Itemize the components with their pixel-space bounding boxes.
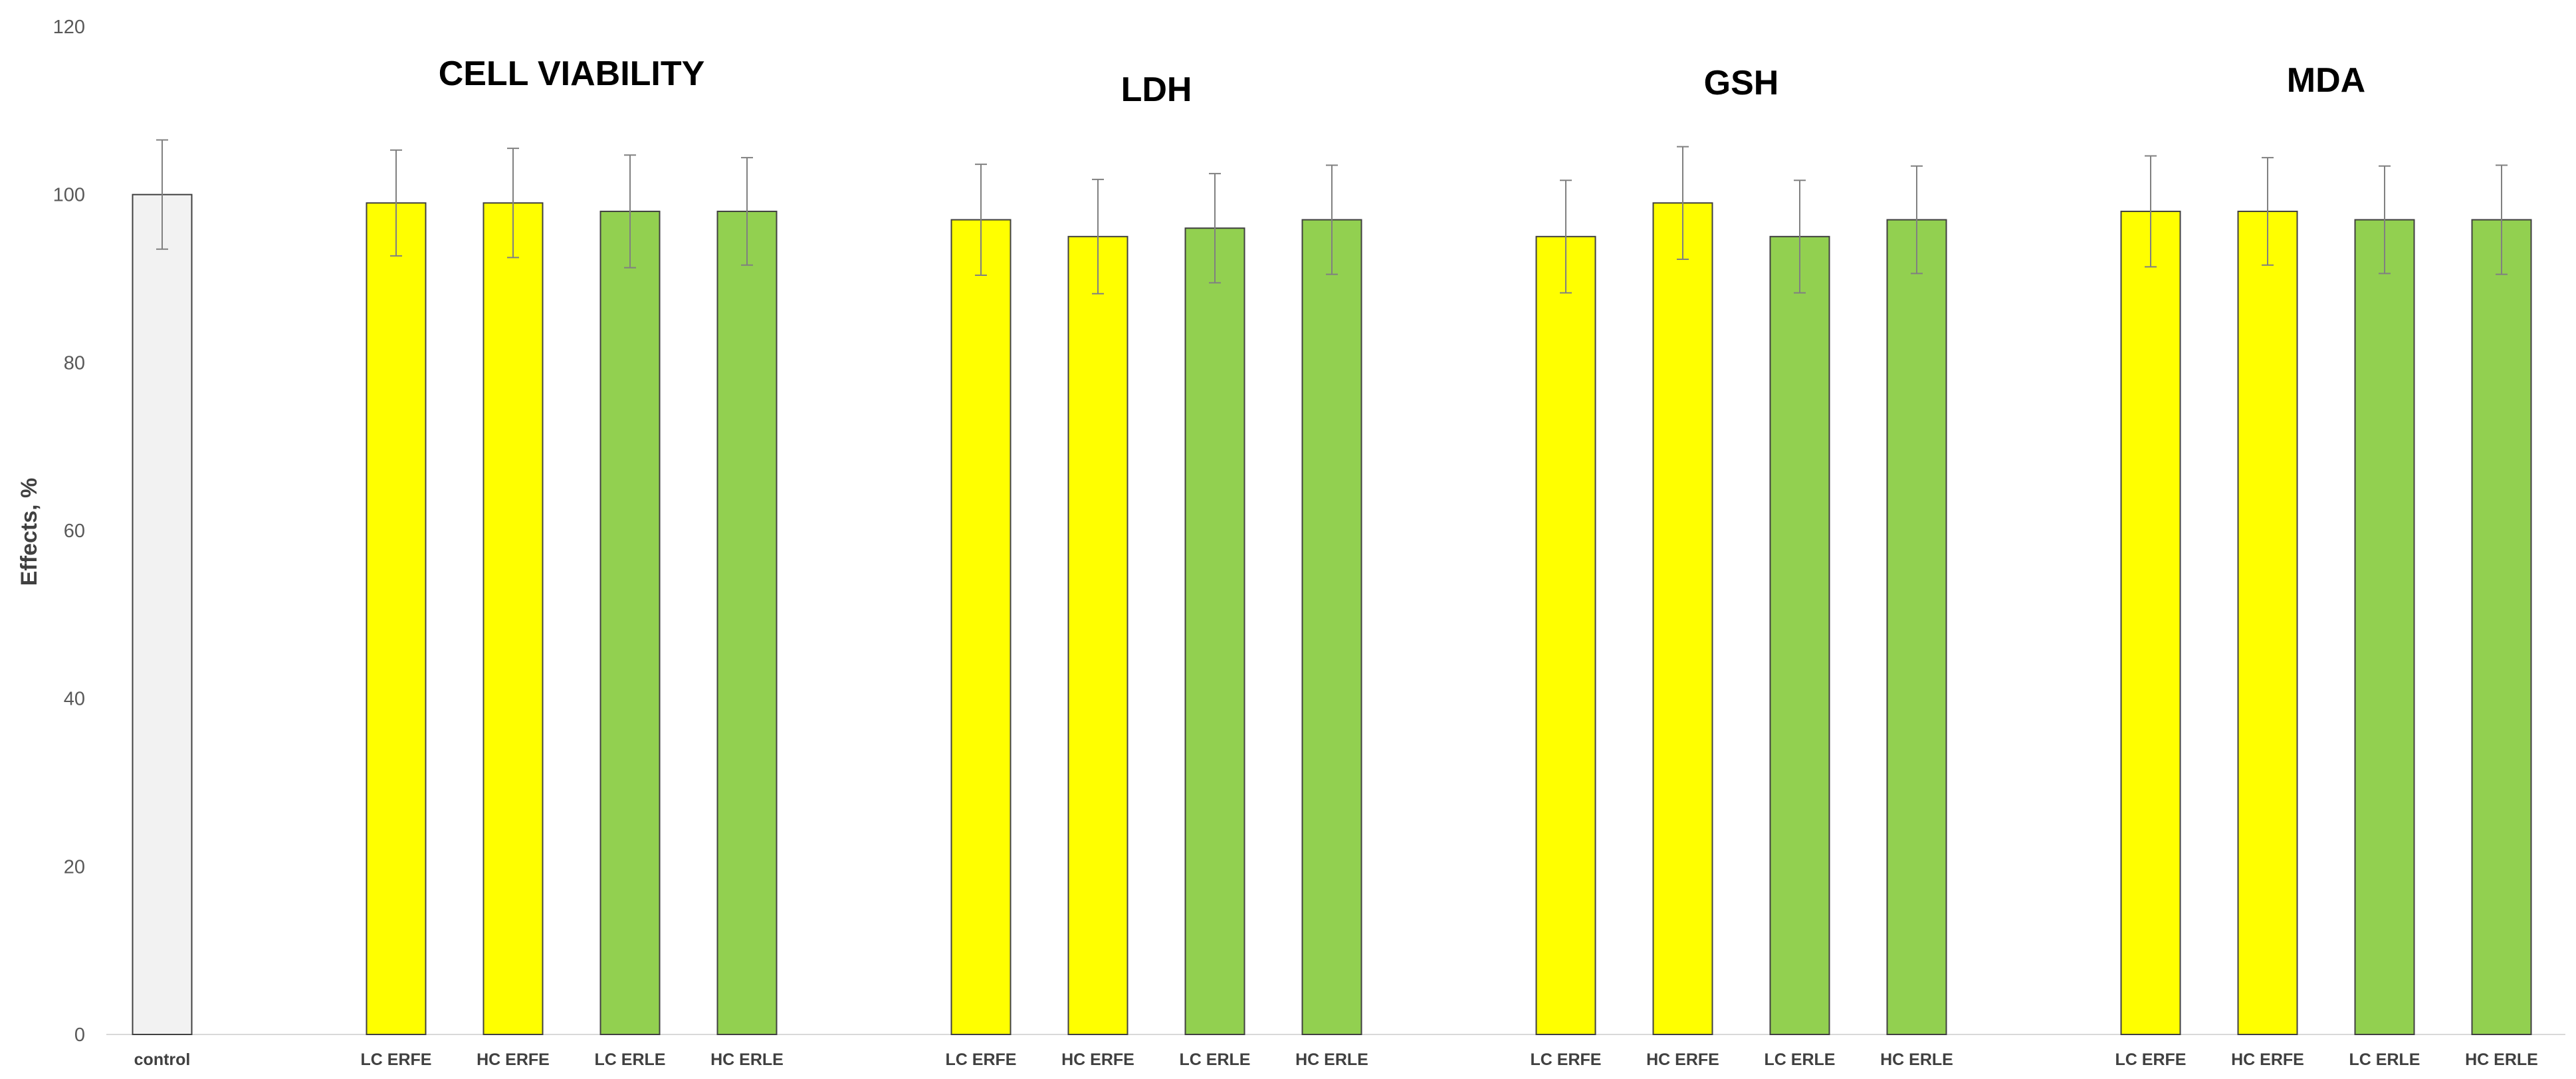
error-bar bbox=[741, 157, 753, 266]
error-bar bbox=[2262, 157, 2274, 266]
bar-mda-hc-erfe bbox=[2237, 210, 2298, 1035]
bar-cell-viability-lc-erfe bbox=[366, 202, 427, 1035]
group-title-gsh: GSH bbox=[1704, 64, 1779, 102]
x-tick-label: control bbox=[134, 1050, 191, 1069]
bar-ldh-lc-erfe bbox=[950, 219, 1012, 1036]
bar-ldh-hc-erfe bbox=[1067, 235, 1128, 1035]
bar-cell-viability-hc-erfe bbox=[483, 202, 544, 1035]
error-bar bbox=[2496, 164, 2508, 275]
error-bar bbox=[1794, 180, 1806, 294]
y-tick-label: 60 bbox=[64, 521, 85, 542]
x-tick-label: HC ERLE bbox=[2465, 1050, 2538, 1069]
bar-control bbox=[132, 193, 193, 1036]
bar-cell-viability-hc-erle bbox=[716, 210, 778, 1035]
x-tick-label: LC ERLE bbox=[1180, 1050, 1251, 1069]
error-bar bbox=[1677, 146, 1689, 260]
bar-mda-lc-erle bbox=[2354, 219, 2415, 1036]
error-bar bbox=[975, 164, 987, 276]
error-bar bbox=[1911, 165, 1923, 275]
error-bar bbox=[507, 148, 519, 259]
y-tick-label: 100 bbox=[53, 185, 85, 206]
group-title-mda: MDA bbox=[2287, 61, 2365, 100]
x-tick-label: LC ERFE bbox=[361, 1050, 432, 1069]
error-bar bbox=[390, 149, 402, 257]
y-tick-label: 40 bbox=[64, 689, 85, 710]
group-title-ldh: LDH bbox=[1121, 70, 1192, 109]
bars-layer bbox=[132, 139, 2532, 1036]
y-tick-label: 120 bbox=[53, 17, 85, 38]
bar-gsh-lc-erfe bbox=[1535, 235, 1596, 1035]
labels-layer: control LC ERFE HC ERFE LC ERLE HC ERLE CELL … bbox=[134, 55, 2538, 1069]
x-tick-label: LC ERFE bbox=[2115, 1050, 2187, 1069]
x-tick-label: LC ERFE bbox=[946, 1050, 1017, 1069]
group-title-cell-viability: CELL VIABILITY bbox=[439, 55, 705, 93]
error-bar bbox=[2145, 155, 2157, 268]
error-bar bbox=[1092, 178, 1104, 295]
error-bar bbox=[624, 154, 636, 269]
bar-gsh-lc-erle bbox=[1769, 235, 1830, 1035]
bar-ldh-lc-erle bbox=[1184, 227, 1245, 1036]
error-bar bbox=[1560, 180, 1572, 294]
y-tick-label: 0 bbox=[74, 1024, 85, 1046]
y-tick-label: 20 bbox=[64, 856, 85, 878]
x-tick-label: LC ERFE bbox=[1531, 1050, 1602, 1069]
bar-ldh-hc-erle bbox=[1301, 219, 1362, 1036]
bar-cell-viability-lc-erle bbox=[599, 210, 661, 1035]
x-tick-label: LC ERLE bbox=[595, 1050, 666, 1069]
y-axis-label: Effects, % bbox=[17, 478, 42, 586]
x-tick-label: HC ERFE bbox=[477, 1050, 550, 1069]
x-tick-label: HC ERFE bbox=[1646, 1050, 1719, 1069]
x-tick-label: LC ERLE bbox=[1765, 1050, 1836, 1069]
x-tick-label: HC ERLE bbox=[1295, 1050, 1368, 1069]
bar-mda-lc-erfe bbox=[2120, 210, 2181, 1035]
error-bar bbox=[1209, 173, 1221, 284]
x-tick-label: HC ERLE bbox=[1880, 1050, 1953, 1069]
error-bar bbox=[156, 139, 168, 250]
bar-gsh-hc-erle bbox=[1886, 219, 1947, 1036]
bar-mda-hc-erle bbox=[2471, 219, 2532, 1036]
y-tick-label: 80 bbox=[64, 352, 85, 374]
x-tick-label: HC ERFE bbox=[1061, 1050, 1134, 1069]
x-tick-label: LC ERLE bbox=[2349, 1050, 2420, 1069]
error-bar bbox=[1326, 164, 1338, 275]
error-bar bbox=[2379, 165, 2391, 275]
x-tick-label: HC ERFE bbox=[2231, 1050, 2304, 1069]
bar-gsh-hc-erfe bbox=[1652, 202, 1713, 1035]
x-tick-label: HC ERLE bbox=[710, 1050, 784, 1069]
